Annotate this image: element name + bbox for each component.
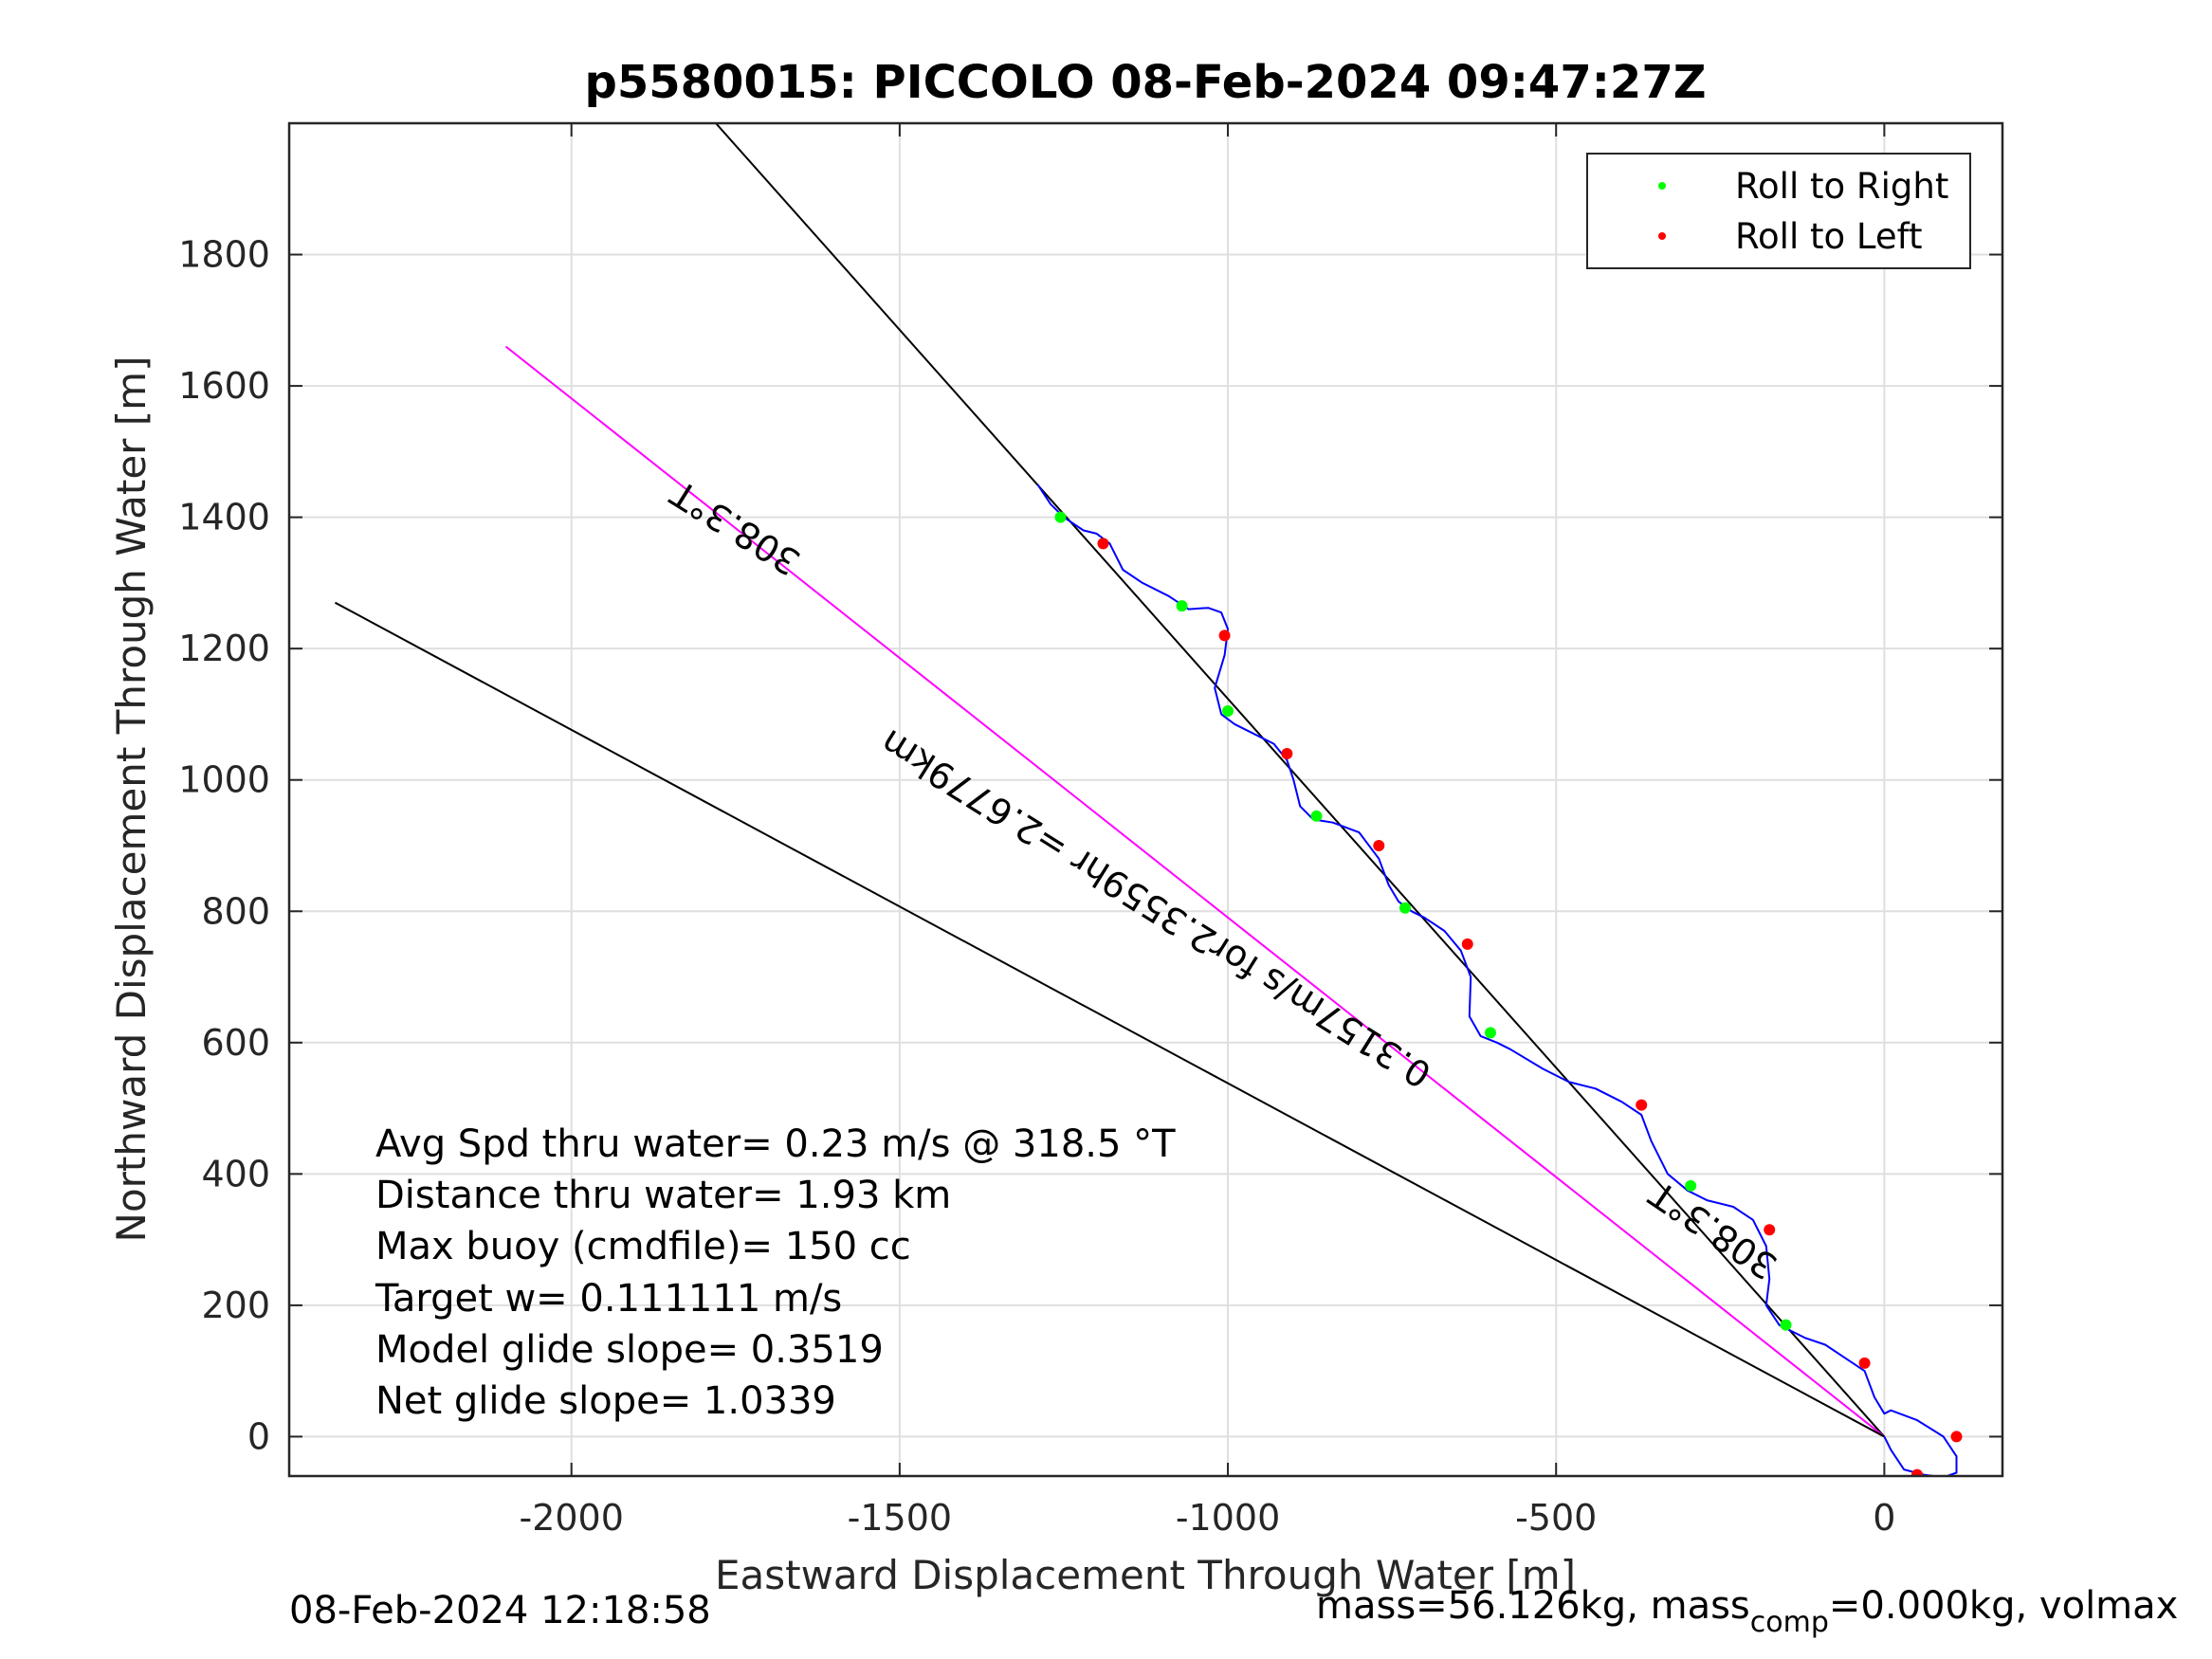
stat-model-glide: Model glide slope= 0.3519 — [375, 1328, 884, 1372]
glider-track — [1036, 483, 1958, 1476]
x-tick-label: -1500 — [848, 1497, 952, 1539]
plot-area — [334, 123, 1963, 1476]
roll-right-point — [1484, 1027, 1496, 1039]
roll-left-point — [1218, 629, 1231, 642]
roll-right-point — [1398, 902, 1411, 914]
roll-left-point — [1636, 1099, 1648, 1111]
heading-line-308 — [504, 345, 1885, 1438]
y-tick-labels: 0 200 400 600 800 1000 1200 1400 1600 1800 — [178, 234, 270, 1458]
y-tick-label: 1000 — [178, 759, 270, 801]
footer-mass: mass=56.126kg, masscomp=0.000kg, volmax — [1316, 1584, 2178, 1639]
y-tick-label: 1800 — [178, 234, 270, 276]
roll-right-point — [1685, 1179, 1697, 1192]
stats-block: Avg Spd thru water= 0.23 m/s @ 318.5 °T … — [375, 1122, 1176, 1423]
reference-lines — [334, 123, 1886, 1438]
y-tick-label: 1200 — [178, 628, 270, 669]
y-tick-label: 0 — [247, 1415, 270, 1457]
x-tick-label: -1000 — [1176, 1497, 1280, 1539]
legend-marker-right — [1658, 182, 1666, 190]
track-line — [1036, 483, 1958, 1476]
y-tick-label: 800 — [201, 890, 270, 932]
current-line — [334, 601, 1885, 1438]
footer-mass-rest: =0.000kg, volmax — [1829, 1584, 2178, 1628]
y-tick-label: 600 — [201, 1022, 270, 1064]
stat-avg-speed: Avg Spd thru water= 0.23 m/s @ 318.5 °T — [375, 1122, 1176, 1166]
y-tick-label: 400 — [201, 1153, 270, 1194]
legend-label-right: Roll to Right — [1735, 166, 1948, 207]
x-tick-label: 0 — [1873, 1497, 1895, 1539]
x-tick-label: -500 — [1515, 1497, 1597, 1539]
roll-left-point — [1097, 538, 1109, 550]
roll-right-point — [1176, 600, 1188, 612]
stat-max-buoy: Max buoy (cmdfile)= 150 cc — [375, 1225, 911, 1268]
legend: Roll to Right Roll to Left — [1586, 153, 1971, 269]
roll-right-point — [1310, 810, 1323, 822]
roll-left-point — [1281, 748, 1293, 760]
x-axis-label: Eastward Displacement Through Water [m] — [715, 1552, 1576, 1598]
legend-label-left: Roll to Left — [1735, 216, 1923, 257]
grid — [289, 123, 2002, 1476]
roll-right-point — [1222, 704, 1234, 717]
x-tick-labels: -2000 -1500 -1000 -500 0 — [519, 1497, 1895, 1539]
x-tick-label: -2000 — [519, 1497, 623, 1539]
footer-timestamp: 08-Feb-2024 12:18:58 — [289, 1589, 711, 1632]
heading-line-upper — [715, 123, 1886, 1438]
y-tick-label: 200 — [201, 1285, 270, 1326]
legend-marker-left — [1658, 232, 1666, 240]
footer-mass-sub: comp — [1750, 1606, 1829, 1639]
roll-left-point — [1950, 1431, 1963, 1443]
roll-left-point — [1373, 839, 1385, 851]
footer-mass-text: mass=56.126kg, mass — [1316, 1584, 1750, 1628]
roll-left-point — [1858, 1357, 1871, 1369]
roll-right-point — [1054, 511, 1067, 523]
stat-distance: Distance thru water= 1.93 km — [375, 1174, 951, 1217]
roll-left-point — [1910, 1468, 1923, 1476]
roll-left-point — [1764, 1224, 1776, 1236]
roll-left-point — [1461, 938, 1473, 950]
y-tick-label: 1600 — [178, 365, 270, 407]
roll-right-point — [1780, 1319, 1792, 1331]
legend-box — [1586, 153, 1971, 269]
roll-points — [1054, 511, 1963, 1476]
stat-target-w: Target w= 0.111111 m/s — [375, 1277, 842, 1321]
y-tick-label: 1400 — [178, 497, 270, 538]
stat-net-glide: Net glide slope= 1.0339 — [375, 1379, 836, 1423]
y-axis-label: Northward Displacement Through Water [m] — [108, 356, 155, 1243]
axes-frame — [287, 121, 2004, 1478]
chart-title: p5580015: PICCOLO 08-Feb-2024 09:47:27Z — [584, 56, 1706, 109]
axis-ticks — [289, 123, 2002, 1476]
